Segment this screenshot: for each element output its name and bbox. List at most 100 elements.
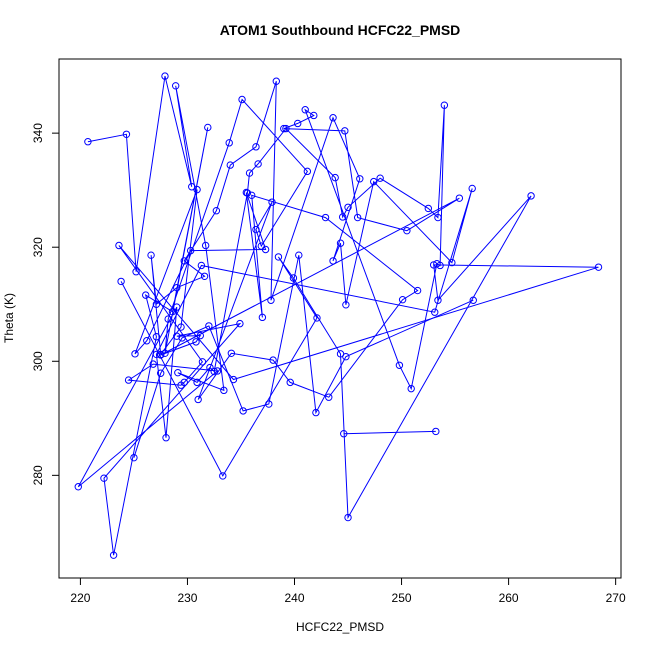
data-point <box>227 349 236 357</box>
data-point <box>424 204 433 213</box>
data-point <box>594 263 603 271</box>
data-point <box>174 368 182 377</box>
data-point <box>295 251 303 259</box>
data-point <box>301 106 309 114</box>
data-point <box>336 239 345 247</box>
data-point <box>194 395 202 404</box>
data-point <box>220 386 228 395</box>
data-point <box>268 198 276 206</box>
data-point <box>274 253 283 261</box>
data-point <box>161 72 169 80</box>
data-point <box>200 272 209 280</box>
data-point <box>212 207 221 215</box>
data-point <box>340 430 348 438</box>
data-point <box>156 369 165 377</box>
data-point <box>132 268 140 276</box>
data-point <box>252 225 260 234</box>
data-point <box>124 376 133 384</box>
data-point <box>280 124 288 133</box>
y-tick-label: 340 <box>31 123 45 143</box>
data-point <box>395 361 404 369</box>
data-point <box>177 323 185 331</box>
data-point <box>342 353 350 361</box>
y-axis-label: Theta (K) <box>2 293 16 343</box>
data-point <box>122 130 131 138</box>
data-point <box>286 378 294 387</box>
data-point <box>196 331 205 340</box>
y-tick-label: 300 <box>31 351 45 371</box>
series-line <box>133 255 474 458</box>
data-point <box>329 257 337 265</box>
data-point <box>407 384 415 393</box>
data-point <box>162 433 170 442</box>
data-point <box>344 513 352 522</box>
x-tick-label: 260 <box>499 591 519 605</box>
series-line <box>77 75 599 556</box>
data-point <box>331 173 339 182</box>
data-point <box>342 301 350 309</box>
data-point <box>192 338 200 346</box>
data-point <box>186 246 195 255</box>
data-point <box>193 185 201 194</box>
data-point <box>434 296 442 304</box>
data-point <box>193 378 201 387</box>
x-tick-label: 240 <box>284 591 304 605</box>
data-point <box>468 184 476 193</box>
data-point <box>238 95 246 104</box>
data-point <box>440 101 449 109</box>
data-point <box>204 123 212 132</box>
data-point <box>149 360 157 368</box>
data-point <box>152 300 161 308</box>
data-point <box>258 313 267 322</box>
data-point <box>303 167 312 176</box>
series-line <box>343 430 436 435</box>
data-point <box>245 169 254 177</box>
data-point <box>294 119 302 128</box>
x-tick-label: 220 <box>70 591 90 605</box>
data-point <box>434 213 442 222</box>
data-point <box>156 350 165 359</box>
data-point <box>433 260 441 268</box>
data-point <box>219 472 227 480</box>
data-point <box>429 261 438 269</box>
plot-frame <box>58 58 622 579</box>
data-point <box>178 334 186 342</box>
data-point <box>173 284 181 292</box>
data-point <box>325 393 333 401</box>
data-point <box>147 251 155 259</box>
data-point <box>168 307 177 316</box>
x-tick-label: 250 <box>392 591 412 605</box>
data-point <box>272 77 281 85</box>
data-point <box>161 349 169 357</box>
data-point <box>236 319 244 328</box>
data-point <box>261 245 270 254</box>
x-axis: 220 230 240 250 260 270 <box>70 577 626 605</box>
data-point <box>413 286 422 295</box>
chart-title: ATOM1 Southbound HCFC22_PMSD <box>220 22 461 38</box>
data-point <box>109 551 118 559</box>
data-point <box>313 314 321 322</box>
data-point <box>455 194 464 202</box>
x-tick-label: 230 <box>177 591 197 605</box>
data-point <box>100 474 108 482</box>
series-layer <box>74 72 603 559</box>
data-point <box>398 295 407 304</box>
data-point <box>213 367 222 375</box>
data-point <box>370 177 378 186</box>
data-point <box>329 114 337 122</box>
data-point <box>312 408 320 417</box>
data-point <box>173 332 181 340</box>
data-point <box>197 261 206 270</box>
data-point <box>310 111 318 120</box>
data-point <box>210 367 218 376</box>
data-point <box>431 308 439 316</box>
data-point <box>338 213 347 221</box>
data-point <box>269 356 277 364</box>
data-point <box>242 188 251 197</box>
data-point <box>115 241 123 250</box>
data-point <box>448 258 456 267</box>
y-axis: 280 300 320 340 <box>31 123 60 485</box>
data-point <box>143 337 151 345</box>
data-point <box>206 363 214 372</box>
